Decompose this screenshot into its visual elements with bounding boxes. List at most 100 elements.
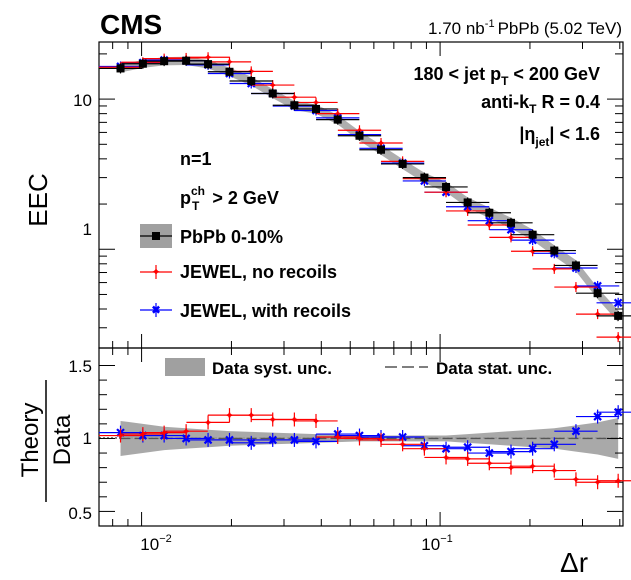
algo-label: anti-kT R = 0.4	[481, 92, 600, 116]
xtick-0.1: 10−1	[421, 533, 452, 554]
legend-stat-label: Data stat. unc.	[436, 359, 552, 378]
ratio-no-recoils-point-marker	[614, 476, 623, 485]
ratio-with-recoils-point-marker	[441, 444, 451, 453]
no-recoils-point-marker	[571, 283, 580, 292]
data-point-marker	[290, 101, 299, 110]
experiment-label: CMS	[100, 9, 162, 40]
top-panel-frame	[98, 41, 624, 349]
no-recoils-point-marker	[333, 109, 342, 118]
top-markers	[98, 52, 631, 343]
no-recoils-point-marker	[550, 264, 559, 273]
data-point-marker	[614, 311, 623, 320]
with-recoils-point-marker	[613, 298, 623, 308]
n-label: n=1	[180, 149, 212, 169]
ratio-with-recoils-point-marker	[463, 442, 472, 452]
ratio-with-recoils-point-marker	[485, 448, 494, 458]
data-point-marker	[138, 59, 147, 68]
xlabel: Δr	[560, 547, 588, 578]
ratio-no-recoils-point-marker	[485, 459, 494, 468]
legend-with-recoils-marker: ✖	[151, 303, 161, 317]
no-recoils-point-marker	[268, 81, 277, 90]
data-point-marker	[398, 159, 407, 168]
legend-syst-label: Data syst. unc.	[212, 359, 332, 378]
ratio-with-recoils-point-marker	[290, 435, 299, 445]
ratio-ylabel-denominator: Data	[49, 414, 76, 465]
ratio-with-recoils-point-marker	[571, 426, 581, 436]
data-point-marker	[420, 173, 429, 182]
ratio-no-recoils-point-marker	[571, 475, 580, 484]
track-pt-label: pch T > 2 GeV	[180, 184, 279, 213]
data-point-marker	[528, 230, 537, 239]
data-point-marker	[182, 56, 191, 65]
no-recoils-point-marker	[290, 93, 299, 102]
ratio-no-recoils-point-marker	[204, 418, 213, 427]
data-point-marker	[506, 218, 515, 227]
ratio-no-recoils-point-marker	[506, 463, 515, 472]
with-recoils-point-marker	[593, 281, 602, 291]
ratio-no-recoils-point-marker	[463, 454, 472, 463]
ratio-no-recoils-point-marker	[420, 444, 429, 453]
data-point-marker	[571, 261, 580, 270]
ratio-ytick-0.5: 0.5	[68, 504, 92, 523]
no-recoils-point-marker	[593, 310, 602, 319]
lumi-label: 1.70 nb-1 PbPb (5.02 TeV)	[428, 18, 622, 38]
no-recoils-point-marker	[614, 333, 623, 342]
legend-with-recoils-label: JEWEL, with recoils	[180, 301, 351, 321]
axis-ticks	[99, 42, 623, 526]
ratio-with-recoils-point-marker	[268, 435, 278, 445]
no-recoils-point-marker	[355, 126, 364, 135]
top-ytick-1: 1	[83, 220, 92, 239]
no-recoils-point-marker	[442, 188, 451, 197]
bottom-legend: Data syst. unc. Data stat. unc.	[165, 358, 552, 378]
ratio-no-recoils-point-marker	[528, 462, 537, 471]
data-point-marker	[247, 76, 256, 85]
ratio-no-recoils-point-marker	[290, 415, 299, 424]
ratio-markers	[98, 405, 631, 490]
no-recoils-point-marker	[463, 206, 472, 215]
xtick-0.01: 10−2	[140, 533, 171, 554]
ratio-ylabel-numerator: Theory	[17, 403, 44, 478]
no-recoils-point-marker	[485, 221, 494, 230]
data-point-marker	[463, 198, 472, 207]
ratio-with-recoils-point-marker	[528, 444, 537, 453]
ratio-no-recoils-point-marker	[442, 453, 451, 462]
ratio-no-recoils-point-marker	[550, 466, 559, 475]
with-recoils-point-marker	[506, 225, 516, 234]
ratio-with-recoils-point-marker	[181, 434, 191, 443]
legend-syst-swatch	[165, 358, 205, 376]
ratio-with-recoils-point-marker	[613, 407, 623, 417]
top-legend: PbPb 0-10% ✦ JEWEL, no recoils ✖ JEWEL, …	[140, 224, 351, 321]
no-recoils-point-marker	[377, 139, 386, 148]
legend-no-recoils-marker: ✦	[151, 265, 161, 279]
data-point-marker	[204, 60, 213, 69]
ratio-ytick-1: 1	[83, 429, 92, 448]
data-point-marker	[550, 246, 559, 255]
eta-label: |ηjet| < 1.6	[519, 124, 600, 149]
ratio-ytick-1.5: 1.5	[68, 357, 92, 376]
data-point-marker	[312, 104, 321, 113]
ratio-no-recoils-point-marker	[160, 428, 169, 437]
top-ytick-10: 10	[73, 91, 92, 110]
ratio-with-recoils-point-marker	[311, 437, 321, 446]
ratio-no-recoils-point-marker	[247, 411, 256, 420]
data-point-marker	[333, 115, 342, 124]
ratio-no-recoils-point-marker	[398, 440, 407, 449]
ratio-no-recoils-point-marker	[593, 478, 602, 487]
pt-range-label: 180 < jet pT < 200 GeV	[414, 64, 600, 88]
legend-data-marker	[152, 232, 160, 240]
no-recoils-point-marker	[247, 67, 256, 76]
no-recoils-point-marker	[312, 98, 321, 107]
ratio-with-recoils-point-marker	[550, 440, 559, 449]
ratio-no-recoils-point-marker	[138, 430, 147, 439]
data-point-marker	[116, 64, 125, 73]
data-point-marker	[268, 89, 277, 98]
ratio-no-recoils-point-marker	[333, 433, 342, 441]
data-point-marker	[355, 131, 364, 140]
no-recoils-point-marker	[204, 53, 213, 62]
data-point-marker	[442, 182, 451, 191]
data-point-marker	[160, 57, 169, 66]
ratio-no-recoils-point-marker	[312, 416, 321, 425]
no-recoils-point-marker	[225, 57, 234, 66]
